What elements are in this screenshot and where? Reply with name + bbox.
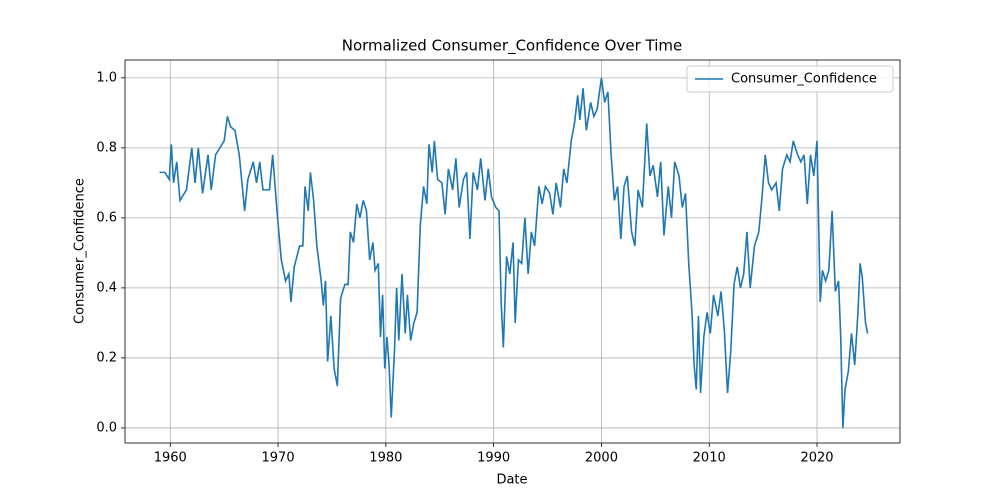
x-tick-label: 2000 [585, 451, 618, 466]
legend-box [686, 65, 894, 93]
data-line [159, 77, 869, 428]
y-tick-label: 0.8 [96, 140, 117, 155]
x-tick-label: 1970 [262, 451, 295, 466]
x-tick-label: 1990 [477, 451, 510, 466]
plot-frame [124, 59, 901, 444]
y-tick-label: 0.0 [96, 420, 117, 435]
x-tick-label: 2020 [800, 451, 833, 466]
y-axis-label: Consumer_Confidence [73, 178, 88, 324]
x-tick-label: 1980 [369, 451, 402, 466]
legend-label: Consumer_Confidence [731, 72, 877, 87]
x-axis-label: Date [496, 473, 527, 488]
y-tick-label: 0.6 [96, 210, 117, 225]
y-tick-label: 0.4 [96, 280, 117, 295]
x-tick-label: 1960 [154, 451, 187, 466]
y-tick-label: 0.2 [96, 350, 117, 365]
chart-title: Normalized Consumer_Confidence Over Time [342, 37, 682, 56]
x-tick-label: 2010 [693, 451, 726, 466]
y-tick-label: 1.0 [96, 70, 117, 85]
